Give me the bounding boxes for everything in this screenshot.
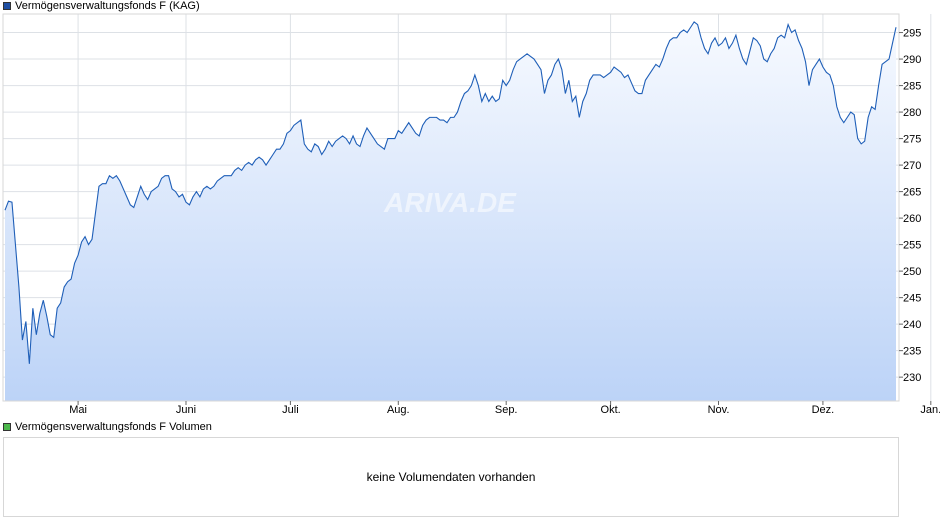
- x-tick-label: Okt.: [601, 404, 621, 416]
- price-legend: Vermögensverwaltungsfonds F (KAG): [3, 0, 200, 12]
- x-tick-label: Sep.: [495, 404, 518, 416]
- x-tick-label: Aug.: [387, 404, 410, 416]
- volume-legend-label: Vermögensverwaltungsfonds F Volumen: [15, 421, 212, 433]
- y-tick-label: 245: [903, 293, 921, 305]
- x-tick-label: Dez.: [812, 404, 835, 416]
- y-tick-label: 240: [903, 319, 921, 331]
- x-tick-label: Juli: [282, 404, 299, 416]
- x-tick-label: Jan.: [920, 404, 940, 416]
- price-legend-label: Vermögensverwaltungsfonds F (KAG): [15, 0, 200, 12]
- y-tick-label: 250: [903, 266, 921, 278]
- price-line: [4, 21, 897, 364]
- x-tick-label: Mai: [69, 404, 87, 416]
- y-tick-label: 285: [903, 81, 921, 93]
- x-tick-label: Juni: [176, 404, 196, 416]
- x-tick-label: Nov.: [708, 404, 730, 416]
- y-tick-label: 270: [903, 160, 921, 172]
- price-area-fill: [5, 21, 896, 401]
- price-legend-swatch: [3, 2, 11, 10]
- y-tick-label: 280: [903, 107, 921, 119]
- x-axis: MaiJuniJuliAug.Sep.Okt.Nov.Dez.Jan.Feb.M…: [69, 401, 940, 416]
- y-tick-label: 260: [903, 213, 921, 225]
- y-tick-label: 265: [903, 187, 921, 199]
- y-tick-label: 255: [903, 240, 921, 252]
- volume-panel: keine Volumendaten vorhanden: [3, 437, 899, 517]
- y-axis: 230 235 240 245 250 255 260 265 270 275 280 285 290 2…: [899, 28, 921, 384]
- chart-frame: [2, 13, 900, 402]
- y-tick-label: 230: [903, 372, 921, 384]
- y-tick-label: 235: [903, 346, 921, 358]
- watermark: ARIVA.DE: [383, 187, 517, 218]
- volume-legend-swatch: [3, 423, 11, 431]
- y-tick-label: 290: [903, 54, 921, 66]
- no-volume-message: keine Volumendaten vorhanden: [366, 470, 536, 484]
- y-tick-label: 295: [903, 28, 921, 40]
- y-tick-label: 275: [903, 134, 921, 146]
- volume-legend: Vermögensverwaltungsfonds F Volumen: [3, 421, 212, 433]
